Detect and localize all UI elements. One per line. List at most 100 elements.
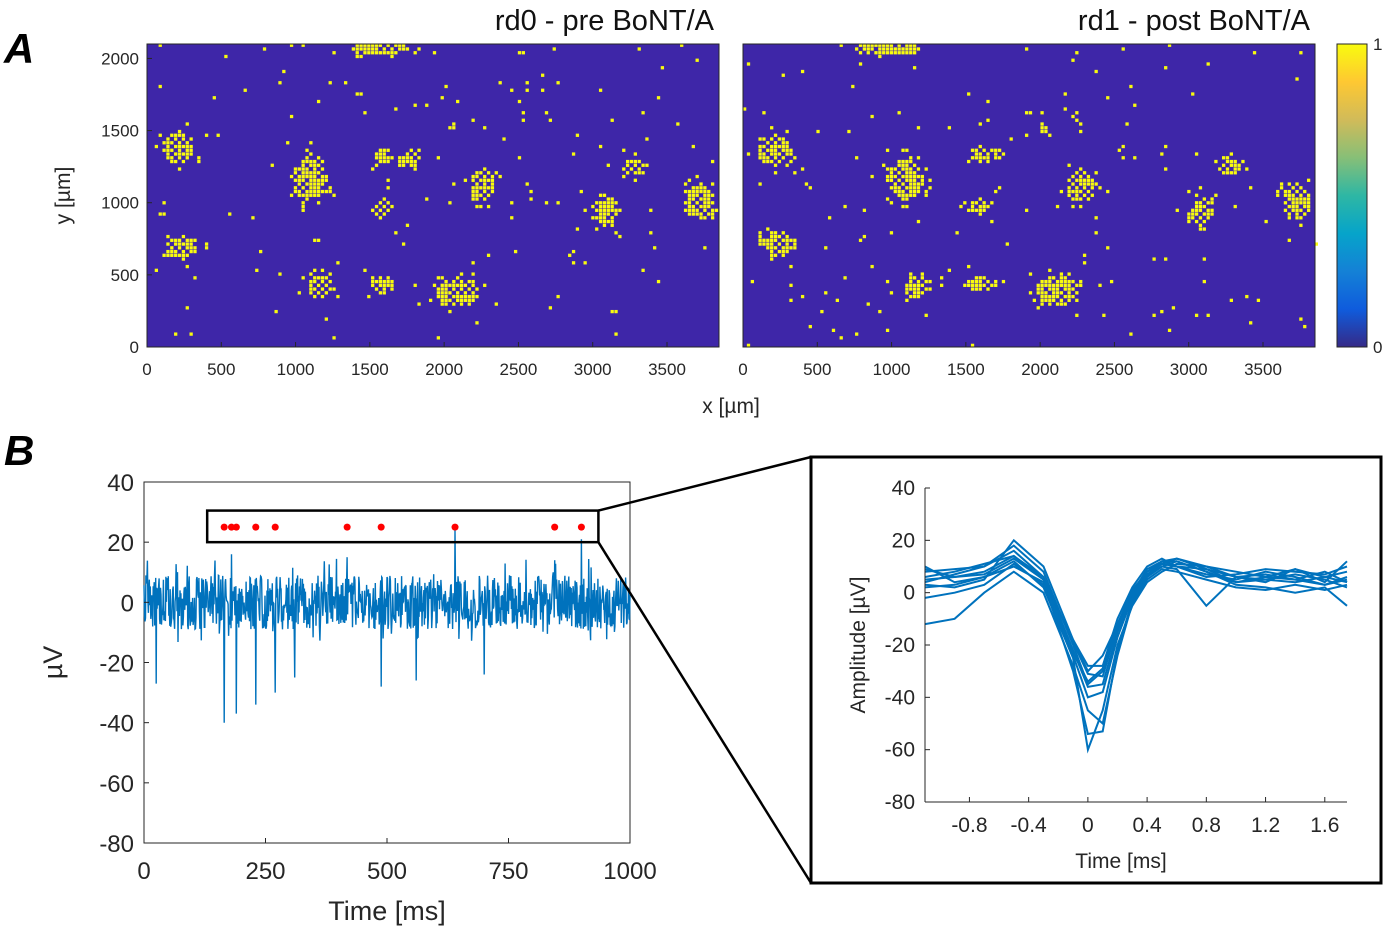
active-electrode-cell [703, 193, 707, 197]
active-electrode-cell [166, 148, 170, 152]
active-electrode-cell [166, 253, 170, 257]
active-electrode-cell [313, 276, 317, 280]
active-electrode-cell [475, 193, 479, 197]
active-electrode-cell [978, 276, 982, 280]
active-electrode-cell [541, 73, 545, 77]
active-electrode-cell [695, 186, 699, 190]
active-electrode-cell [1090, 193, 1094, 197]
active-electrode-cell [970, 204, 975, 209]
active-electrode-cell [909, 174, 913, 179]
active-electrode-cell [405, 159, 410, 164]
active-electrode-cell [1024, 111, 1029, 115]
active-electrode-cell [1306, 201, 1311, 205]
active-electrode-cell [405, 223, 410, 227]
active-electrode-cell [274, 309, 278, 314]
active-electrode-cell [1249, 321, 1253, 325]
active-electrode-cell [1094, 231, 1098, 235]
active-electrode-cell [571, 249, 576, 254]
active-electrode-cell [1241, 159, 1245, 164]
active-electrode-cell [870, 114, 874, 119]
active-electrode-cell [483, 189, 487, 194]
active-electrode-cell [699, 216, 703, 220]
active-electrode-cell [1059, 302, 1064, 306]
active-electrode-cell [955, 231, 959, 235]
spike-marker-dot [220, 523, 228, 531]
active-electrode-cell [691, 144, 695, 149]
active-electrode-cell [974, 201, 979, 205]
active-electrode-cell [1202, 204, 1206, 209]
active-electrode-cell [413, 152, 417, 156]
active-electrode-cell [707, 197, 711, 201]
spike-waveform-inset: -0.8 -0.4 0 0.4 0.8 1.2 1.6 -80 -60 -40 -20 0 20 40 T… [809, 455, 1383, 885]
active-electrode-cell [770, 257, 774, 261]
active-electrode-cell [475, 204, 479, 209]
active-electrode-cell [367, 294, 371, 299]
active-electrode-cell [316, 189, 321, 194]
active-electrode-cell [556, 201, 560, 205]
active-electrode-cell [773, 133, 778, 137]
active-electrode-cell [158, 133, 162, 137]
active-electrode-cell [793, 238, 797, 242]
spike-marker-dot [227, 523, 235, 531]
active-electrode-cell [1090, 182, 1094, 186]
active-electrode-cell [649, 231, 653, 235]
active-electrode-cell [483, 186, 487, 190]
active-electrode-cell [1086, 174, 1091, 179]
active-electrode-cell [1075, 111, 1079, 115]
active-electrode-cell [1109, 279, 1114, 284]
active-electrode-cell [978, 287, 982, 291]
active-electrode-cell [843, 276, 847, 280]
active-electrode-cell [645, 163, 649, 167]
active-electrode-cell [710, 182, 715, 186]
active-electrode-cell [313, 268, 317, 272]
active-electrode-cell [789, 148, 793, 152]
active-electrode-cell [1167, 328, 1172, 332]
active-electrode-cell [309, 182, 313, 186]
active-electrode-cell [928, 279, 932, 284]
spike-marker-dot [577, 523, 585, 531]
active-electrode-cell [997, 148, 1002, 152]
active-electrode-cell [1063, 276, 1067, 280]
active-electrode-cell [1233, 163, 1237, 167]
active-electrode-cell [390, 156, 394, 160]
active-electrode-cell [270, 163, 274, 167]
active-electrode-cell [762, 152, 766, 156]
active-electrode-cell [386, 186, 390, 190]
active-electrode-cell [320, 287, 325, 291]
active-electrode-cell [398, 163, 402, 167]
active-electrode-cell [959, 204, 963, 209]
active-electrode-cell [189, 152, 193, 156]
active-electrode-cell [1306, 193, 1311, 197]
active-electrode-cell [1299, 317, 1303, 321]
active-electrode-cell [633, 178, 638, 182]
active-electrode-cell [301, 159, 305, 164]
zoom-connector-top [598, 455, 812, 512]
active-electrode-cell [185, 122, 189, 126]
active-electrode-cell [766, 238, 770, 242]
y-tick-label: 20 [107, 530, 134, 557]
active-electrode-cell [978, 156, 982, 160]
active-electrode-cell [610, 219, 614, 224]
active-electrode-cell [909, 156, 913, 160]
trace-line [143, 530, 631, 723]
active-electrode-cell [773, 148, 778, 152]
active-electrode-cell [293, 167, 298, 171]
active-electrode-cell [301, 167, 305, 171]
active-electrode-cell [866, 47, 870, 51]
active-electrode-cell [595, 208, 599, 212]
active-electrode-cell [382, 156, 386, 160]
active-electrode-cell [687, 193, 692, 197]
active-electrode-cell [444, 294, 448, 299]
active-electrode-cell [1102, 313, 1106, 317]
active-electrode-cell [510, 216, 514, 220]
active-electrode-cell [870, 264, 874, 269]
active-electrode-cell [614, 332, 618, 336]
active-electrode-cell [781, 238, 785, 242]
waveform-line [924, 557, 1348, 684]
active-electrode-cell [889, 186, 894, 190]
active-electrode-cell [324, 291, 328, 295]
active-electrode-cell [618, 234, 622, 239]
active-electrode-cell [916, 126, 921, 130]
active-electrode-cell [591, 204, 595, 209]
active-electrode-cell [289, 114, 294, 119]
